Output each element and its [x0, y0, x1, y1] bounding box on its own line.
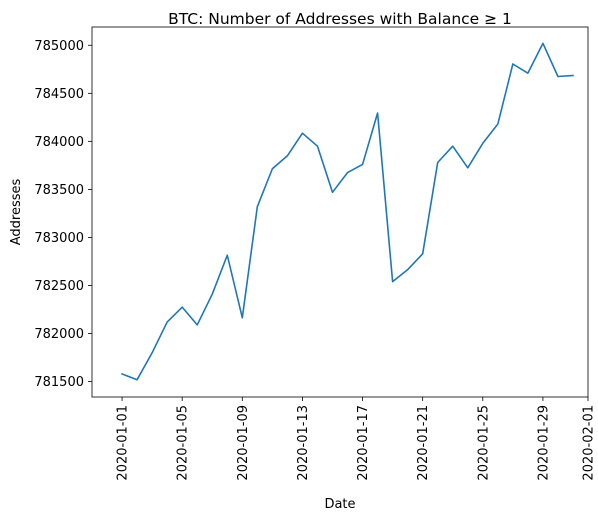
x-tick-label: 2020-01-25 — [476, 405, 491, 481]
x-tick-label: 2020-01-17 — [356, 405, 371, 481]
x-tick-label: 2020-01-01 — [116, 405, 131, 481]
y-tick-label: 783000 — [34, 231, 84, 246]
x-tick-label: 2020-01-21 — [416, 405, 431, 481]
y-axis-title: Addresses — [9, 179, 24, 246]
y-tick-label: 785000 — [34, 39, 84, 54]
series-line-layer — [121, 42, 574, 381]
plot-area: 781500 782000 782500 783000 783500 784000 7845… — [34, 26, 597, 481]
x-tick-label: 2020-01-05 — [176, 405, 191, 481]
ticks-layer: 781500 782000 782500 783000 783500 784000 7845… — [34, 39, 596, 481]
y-tick-label: 783500 — [34, 183, 84, 198]
x-tick-label: 2020-01-29 — [536, 405, 551, 481]
y-tick-label: 781500 — [34, 375, 84, 390]
y-tick-label: 782000 — [34, 327, 84, 342]
y-tick-label: 784000 — [34, 135, 84, 150]
x-tick-label: 2020-02-01 — [582, 405, 597, 481]
y-tick-label: 784500 — [34, 87, 84, 102]
plot-frame — [91, 26, 589, 398]
y-tick-label: 782500 — [34, 279, 84, 294]
x-axis-title: Date — [324, 497, 355, 512]
x-tick-label: 2020-01-13 — [296, 405, 311, 481]
chart-title: BTC: Number of Addresses with Balance ≥ … — [168, 10, 512, 28]
x-tick-label: 2020-01-09 — [236, 405, 251, 481]
series-line — [121, 42, 574, 381]
